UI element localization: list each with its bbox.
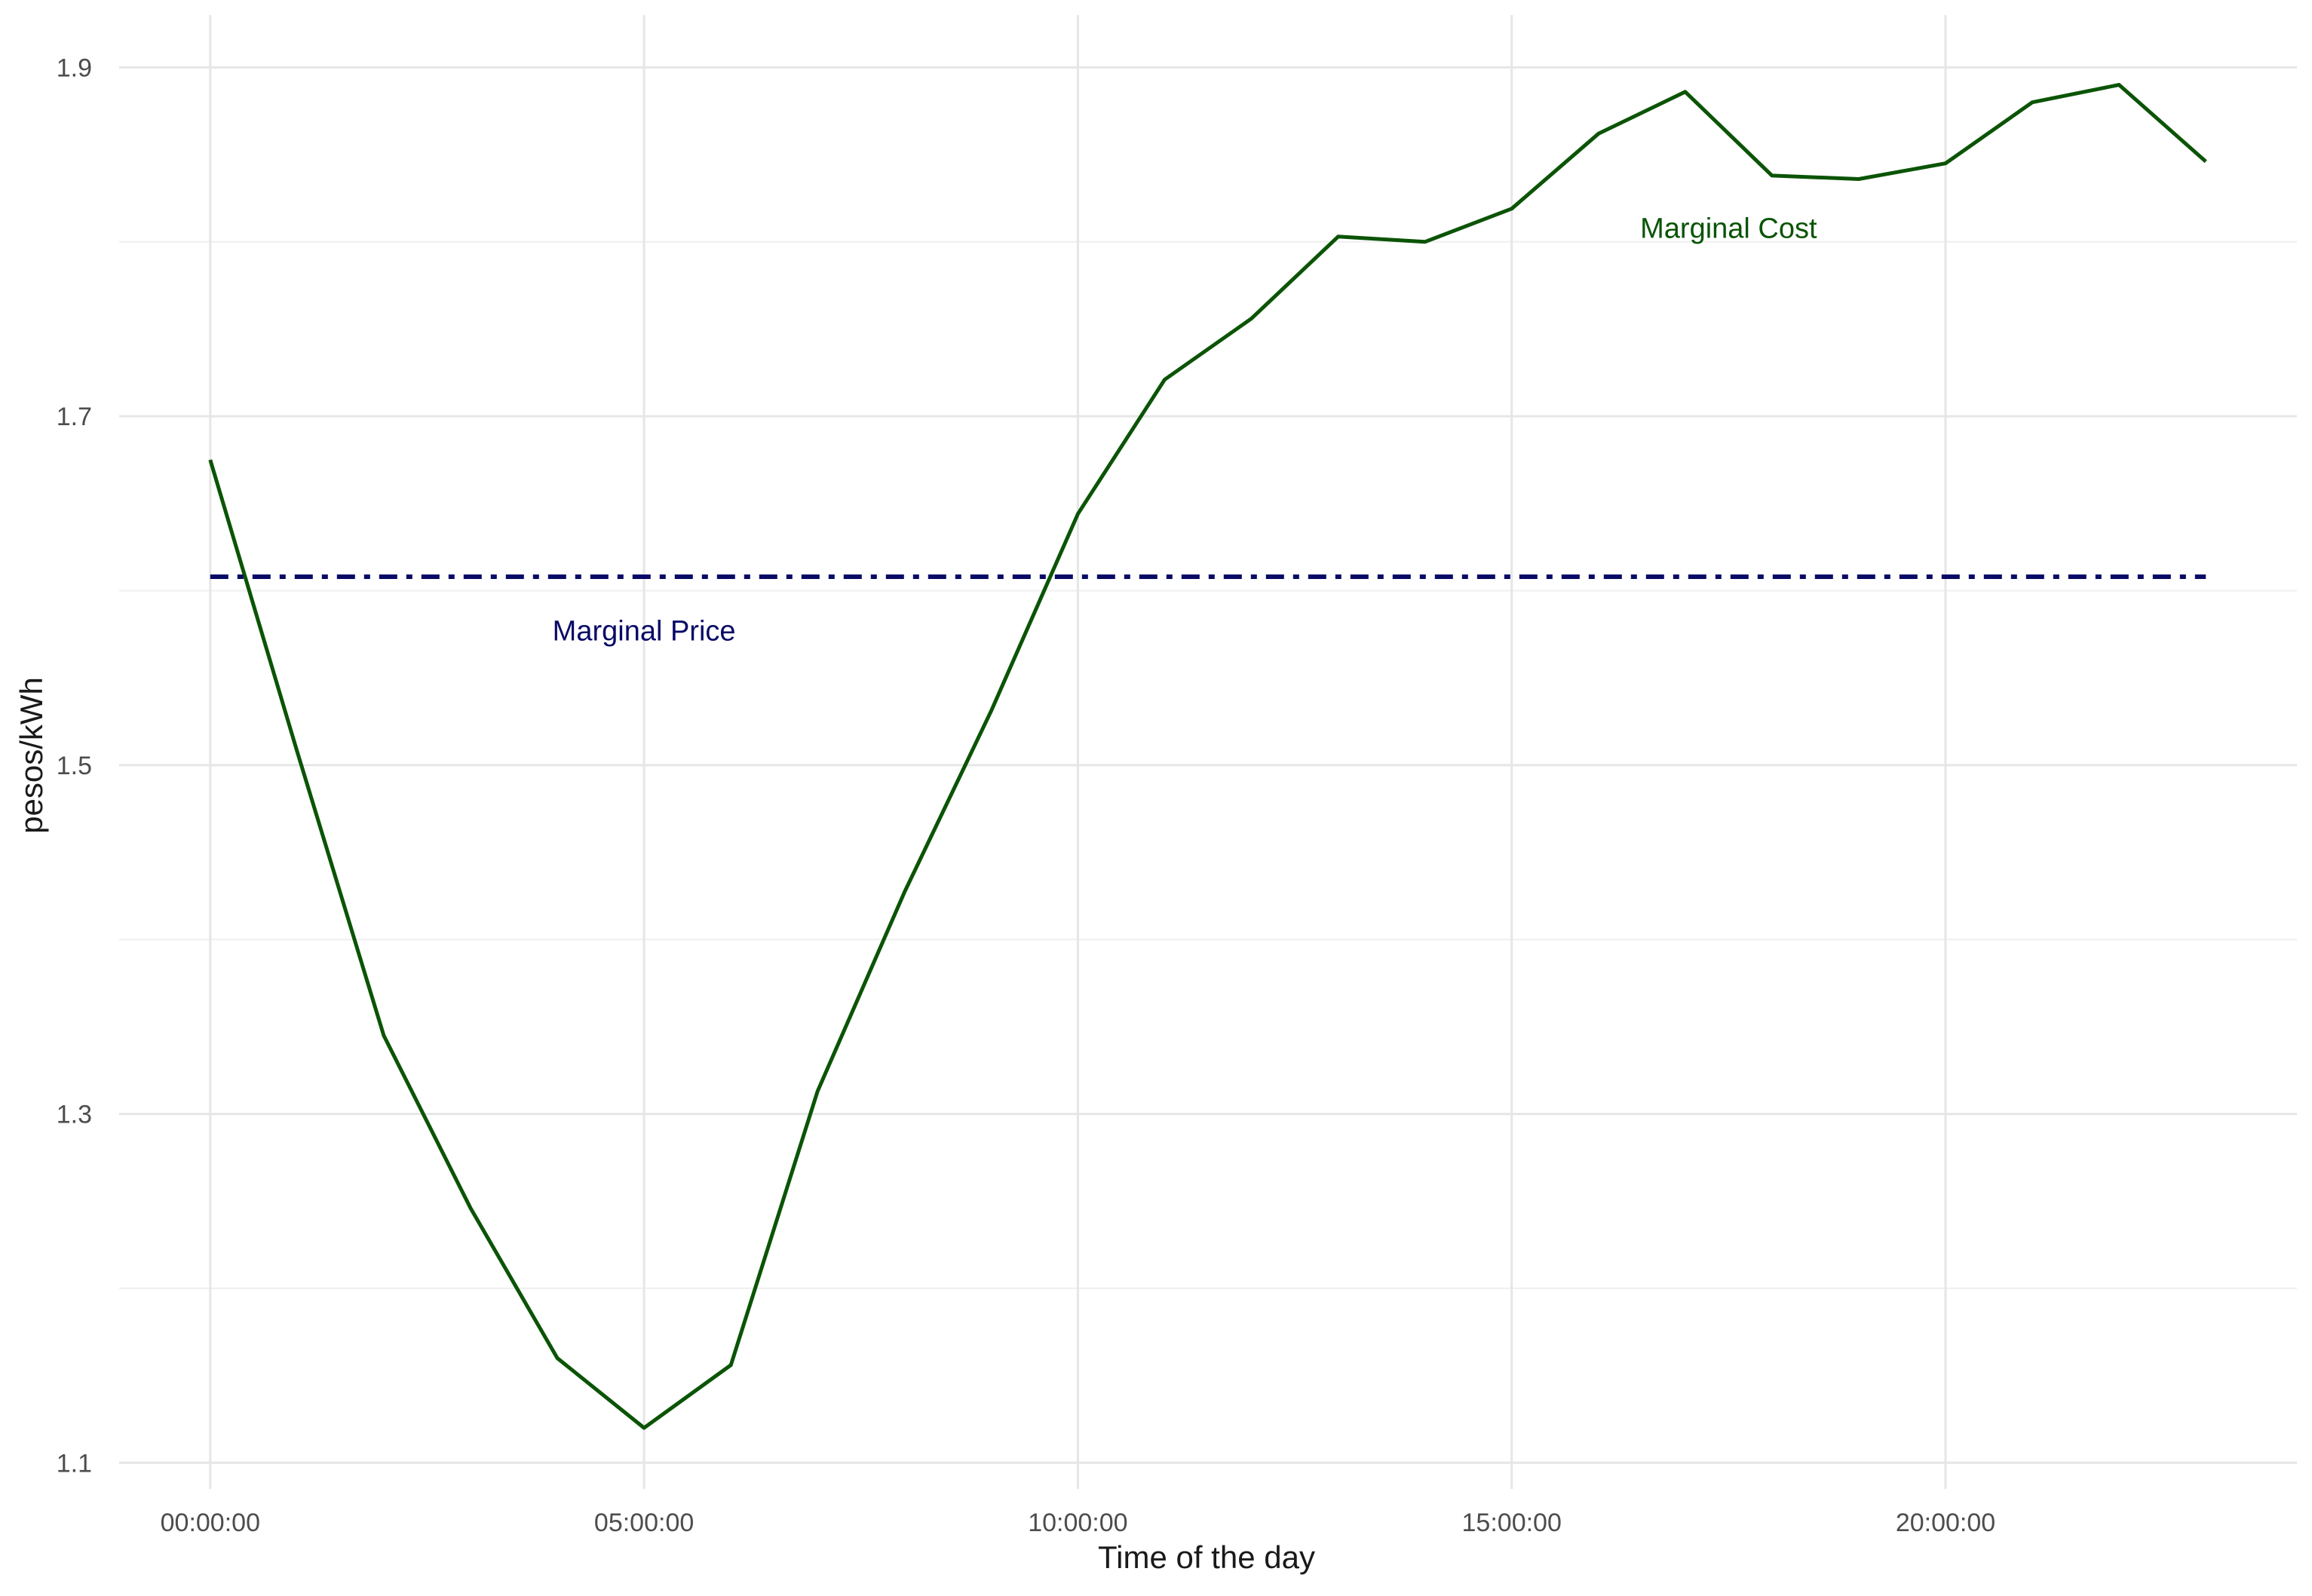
x-axis-tick-labels: 00:00:00 05:00:00 10:00:00 15:00:00 20:00:00 bbox=[161, 1509, 1996, 1537]
y-tick-label: 1.9 bbox=[57, 54, 92, 82]
x-tick-label: 05:00:00 bbox=[594, 1509, 694, 1537]
y-tick-label: 1.1 bbox=[57, 1449, 92, 1478]
marginal-cost-annotation: Marginal Cost bbox=[1640, 213, 1817, 244]
y-axis-tick-labels: 1.1 1.3 1.5 1.7 1.9 bbox=[57, 54, 92, 1478]
y-tick-label: 1.5 bbox=[57, 752, 92, 780]
plot-series bbox=[208, 83, 2207, 1430]
x-axis-title: Time of the day bbox=[1098, 1539, 1315, 1575]
marginal-price-annotation: Marginal Price bbox=[553, 616, 736, 648]
y-tick-label: 1.7 bbox=[57, 403, 92, 431]
y-tick-label: 1.3 bbox=[57, 1101, 92, 1129]
y-axis-title: pesos/kWh bbox=[14, 677, 49, 834]
grid bbox=[119, 15, 2297, 1489]
x-tick-label: 15:00:00 bbox=[1462, 1509, 1562, 1537]
x-tick-label: 00:00:00 bbox=[161, 1509, 260, 1537]
x-tick-label: 20:00:00 bbox=[1896, 1509, 1995, 1537]
marginal-cost-line bbox=[208, 83, 2207, 1430]
annotations: Marginal Cost Marginal Price bbox=[553, 213, 1817, 647]
x-tick-label: 10:00:00 bbox=[1028, 1509, 1127, 1537]
